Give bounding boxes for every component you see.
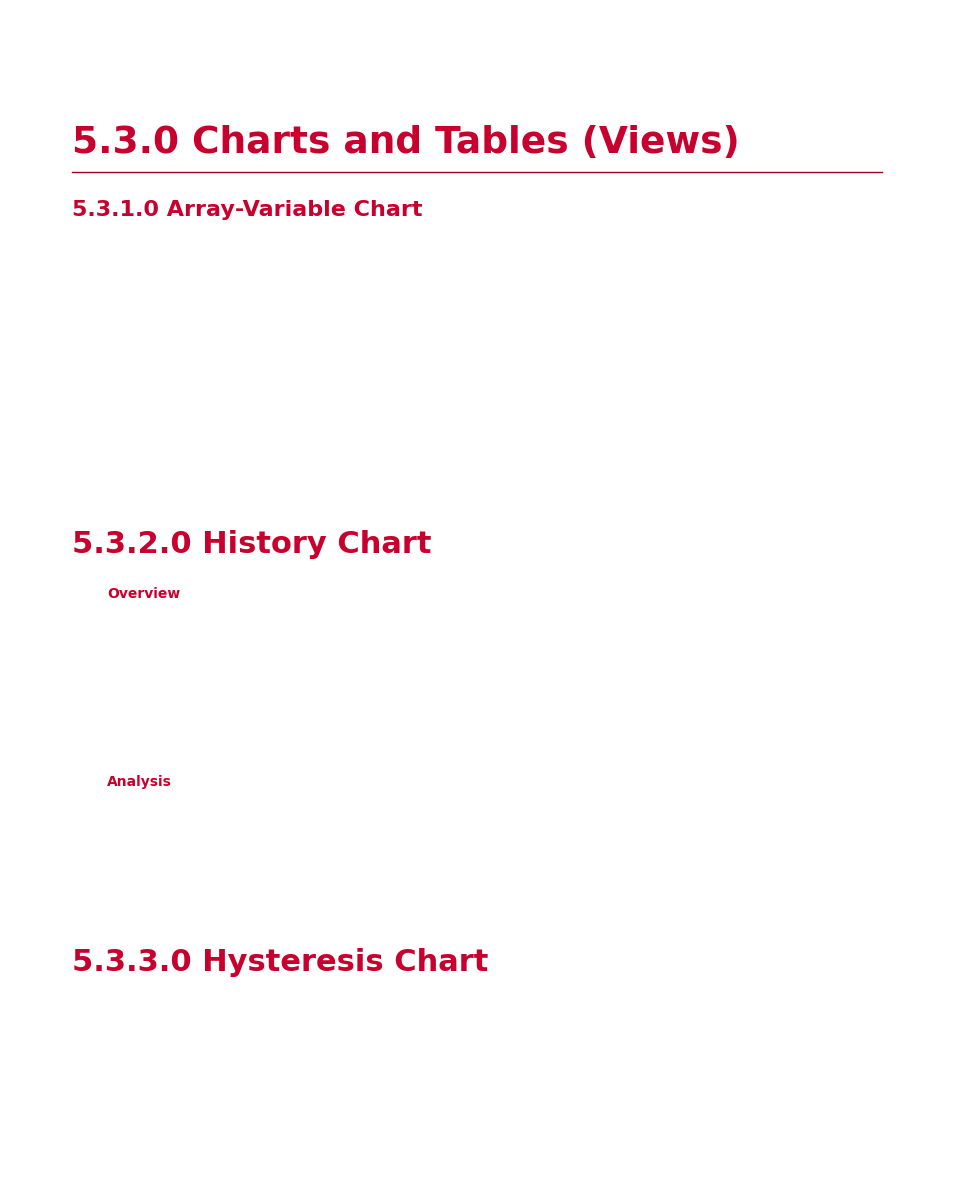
Text: 5.3.0 Charts and Tables (Views): 5.3.0 Charts and Tables (Views) [71,125,739,162]
Text: Analysis: Analysis [107,775,172,789]
Text: 5.3.3.0 Hysteresis Chart: 5.3.3.0 Hysteresis Chart [71,948,488,977]
Text: 5.3.2.0 History Chart: 5.3.2.0 History Chart [71,531,431,559]
Text: Overview: Overview [107,587,180,601]
Text: 5.3.1.0 Array-Variable Chart: 5.3.1.0 Array-Variable Chart [71,200,422,220]
